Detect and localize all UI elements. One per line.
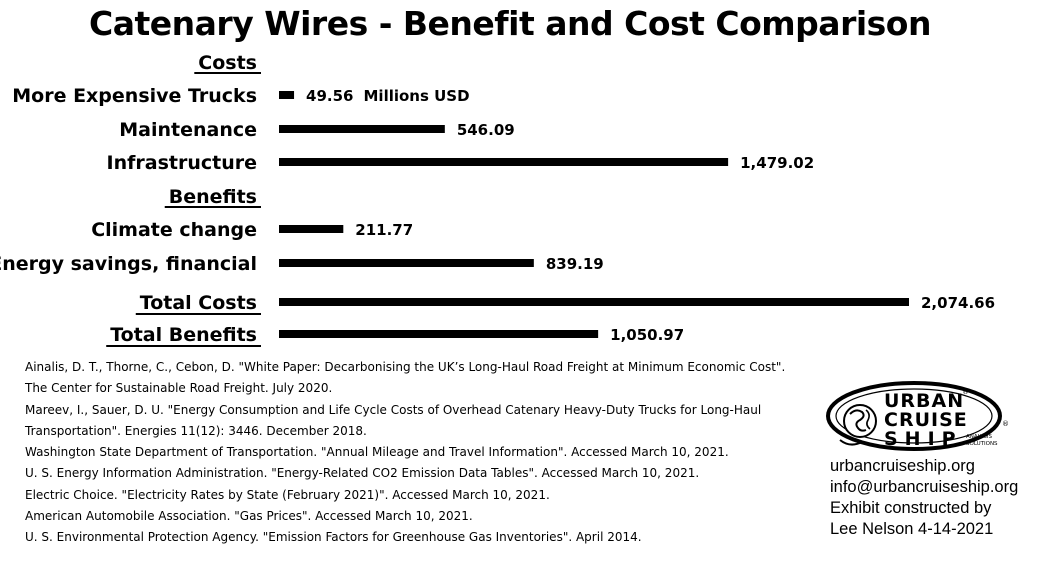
group-heading-costs: Costs — [198, 52, 257, 74]
chart-title: Catenary Wires - Benefit and Cost Compar… — [89, 4, 931, 43]
logo-line3: SHIP — [884, 428, 963, 450]
value-label-energy-savings-financial: 839.19 — [546, 255, 604, 273]
contact-block: urbancruiseship.org info@urbancruiseship… — [830, 456, 1018, 540]
value-label-more-expensive-trucks: 49.56 — [306, 87, 353, 105]
logo-line2: CRUISE — [884, 409, 968, 431]
bar-energy-savings-financial — [279, 259, 534, 267]
bar-more-expensive-trucks — [279, 91, 295, 99]
source-line: Mareev, I., Sauer, D. U. "Energy Consump… — [25, 402, 762, 417]
value-label-total-benefits: 1,050.97 — [610, 326, 684, 344]
logo-tagline-bottom: SOLUTIONS — [966, 441, 998, 447]
bar-maintenance — [279, 125, 445, 133]
source-line: Electric Choice. "Electricity Rates by S… — [25, 487, 550, 502]
sources-list: Ainalis, D. T., Thorne, C., Cebon, D. "W… — [25, 357, 825, 549]
category-label-more-expensive-trucks: More Expensive Trucks — [12, 85, 257, 107]
website-link[interactable]: urbancruiseship.org — [830, 457, 975, 475]
source-line: U. S. Environmental Protection Agency. "… — [25, 530, 642, 545]
source-line: Washington State Department of Transport… — [25, 445, 729, 460]
bar-chart: Costs Benefits More Expensive Trucks 49.56 M… — [0, 52, 995, 347]
email-link[interactable]: info@urbancruiseship.org — [830, 478, 1019, 496]
value-label-infrastructure: 1,479.02 — [740, 154, 814, 172]
value-label-total-costs: 2,074.66 — [921, 294, 995, 312]
globe-icon — [839, 404, 877, 446]
logo-registered-mark-2: ® — [1002, 420, 1009, 428]
source-line: Ainalis, D. T., Thorne, C., Cebon, D. "W… — [25, 360, 786, 374]
bar-infrastructure — [279, 158, 729, 166]
bar-total-costs — [279, 298, 909, 306]
source-line: American Automobile Association. "Gas Pr… — [25, 509, 473, 524]
bar-climate-change — [279, 225, 344, 233]
bar-total-benefits — [279, 330, 599, 338]
category-label-total-benefits: Total Benefits — [110, 324, 257, 346]
value-label-climate-change: 211.77 — [355, 221, 413, 239]
urban-cruise-ship-logo: URBAN CRUISE SHIP ® ® ANALYSIS SOLUTIONS — [826, 381, 1009, 451]
category-label-energy-savings-financial: Energy savings, financial — [0, 253, 257, 275]
source-line: U. S. Energy Information Administration.… — [25, 466, 700, 481]
source-line: Transportation". Energies 11(12): 3446. … — [25, 423, 367, 438]
value-label-maintenance: 546.09 — [457, 121, 515, 139]
logo-line1: URBAN — [884, 390, 964, 412]
category-label-infrastructure: Infrastructure — [107, 152, 257, 174]
source-line: The Center for Sustainable Road Freight.… — [25, 381, 333, 396]
category-label-total-costs: Total Costs — [140, 292, 257, 314]
logo-tagline-top: ANALYSIS — [966, 434, 992, 440]
credit-line-1: Exhibit constructed by — [830, 499, 992, 517]
logo-registered-mark: ® — [962, 388, 969, 396]
credit-line-2: Lee Nelson 4-14-2021 — [830, 520, 994, 538]
category-label-climate-change: Climate change — [91, 219, 257, 241]
unit-annotation: Millions USD — [364, 87, 470, 105]
category-label-maintenance: Maintenance — [119, 119, 257, 141]
group-heading-benefits: Benefits — [169, 186, 257, 208]
